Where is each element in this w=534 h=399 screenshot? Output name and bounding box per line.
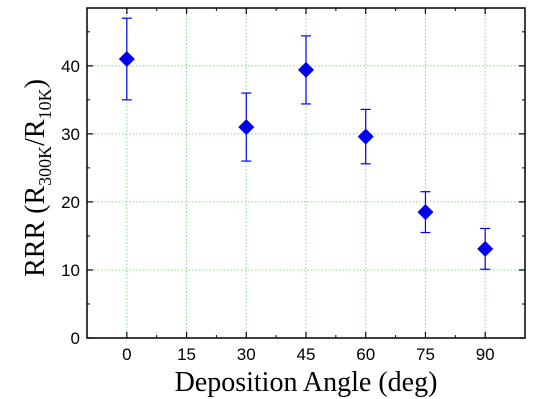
- grid-lines: [87, 8, 525, 338]
- y-axis-title-mid: /R: [20, 119, 51, 146]
- y-tick-label: 30: [61, 125, 80, 144]
- x-tick-label: 90: [476, 345, 495, 364]
- y-axis-title: RRR (R300K/R10K): [20, 79, 55, 277]
- x-tick-labels: 0 15 30 45 60 75 90: [122, 345, 495, 364]
- y-axis-title-prefix: RRR (R: [20, 186, 51, 277]
- data-point-diamond: [118, 51, 135, 68]
- y-tick-label: 20: [61, 193, 80, 212]
- y-axis-title-suffix: ): [20, 79, 51, 88]
- data-markers: [118, 51, 494, 257]
- x-axis-title: Deposition Angle (deg): [175, 367, 438, 398]
- data-point-diamond: [298, 61, 314, 78]
- y-tick-labels: 0 10 20 30 40: [61, 57, 80, 348]
- axis-ticks: [87, 8, 525, 339]
- x-tick-label: 75: [416, 345, 435, 364]
- x-tick-label: 60: [356, 345, 375, 364]
- y-tick-label: 0: [71, 329, 80, 348]
- y-axis-title-sub-1: 300K: [35, 146, 55, 186]
- y-axis-title-sub-2: 10K: [35, 88, 55, 119]
- data-point-diamond: [238, 119, 255, 136]
- x-tick-label: 0: [122, 345, 131, 364]
- y-tick-label: 40: [61, 57, 80, 76]
- data-point-diamond: [357, 128, 374, 145]
- x-tick-label: 15: [177, 345, 196, 364]
- data-point-diamond: [417, 204, 434, 221]
- x-tick-label: 30: [237, 345, 256, 364]
- x-tick-label: 45: [297, 345, 316, 364]
- data-point-diamond: [477, 240, 494, 257]
- y-tick-label: 10: [61, 261, 80, 280]
